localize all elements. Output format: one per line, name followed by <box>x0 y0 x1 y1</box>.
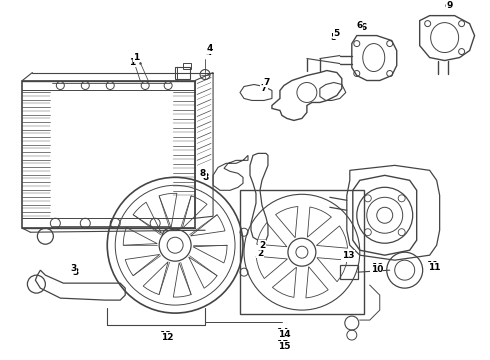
Text: 4: 4 <box>206 48 212 57</box>
Circle shape <box>288 238 316 266</box>
Text: 4: 4 <box>207 44 213 53</box>
Text: 5: 5 <box>334 29 340 38</box>
Text: 14: 14 <box>278 329 290 338</box>
Text: 6: 6 <box>361 23 367 32</box>
Text: 3: 3 <box>70 264 76 273</box>
Text: 13: 13 <box>342 251 354 260</box>
Text: 2: 2 <box>259 241 265 250</box>
Text: 6: 6 <box>357 21 363 30</box>
Text: 7: 7 <box>261 84 267 93</box>
Bar <box>240 190 364 314</box>
Text: 2: 2 <box>257 249 263 258</box>
Text: 13: 13 <box>342 253 354 262</box>
Text: 12: 12 <box>161 333 173 342</box>
Bar <box>23 81 195 228</box>
Text: 11: 11 <box>428 263 441 272</box>
Text: 10: 10 <box>370 265 383 274</box>
Text: 10: 10 <box>370 263 383 272</box>
Text: 1: 1 <box>129 58 135 67</box>
Text: 8: 8 <box>200 169 206 178</box>
Circle shape <box>159 229 191 261</box>
Text: 8: 8 <box>203 173 209 182</box>
Text: 9: 9 <box>446 1 453 10</box>
Text: 1: 1 <box>133 53 139 62</box>
Text: 5: 5 <box>331 33 337 42</box>
Bar <box>183 63 191 68</box>
Text: 3: 3 <box>72 267 78 276</box>
Text: 14: 14 <box>275 328 288 337</box>
Text: 11: 11 <box>426 261 439 270</box>
Bar <box>175 67 190 78</box>
Text: 15: 15 <box>278 342 290 351</box>
Bar <box>340 265 358 279</box>
Text: 9: 9 <box>444 3 451 12</box>
Text: 15: 15 <box>276 339 288 348</box>
Text: 12: 12 <box>159 330 171 339</box>
Text: 7: 7 <box>264 78 270 87</box>
